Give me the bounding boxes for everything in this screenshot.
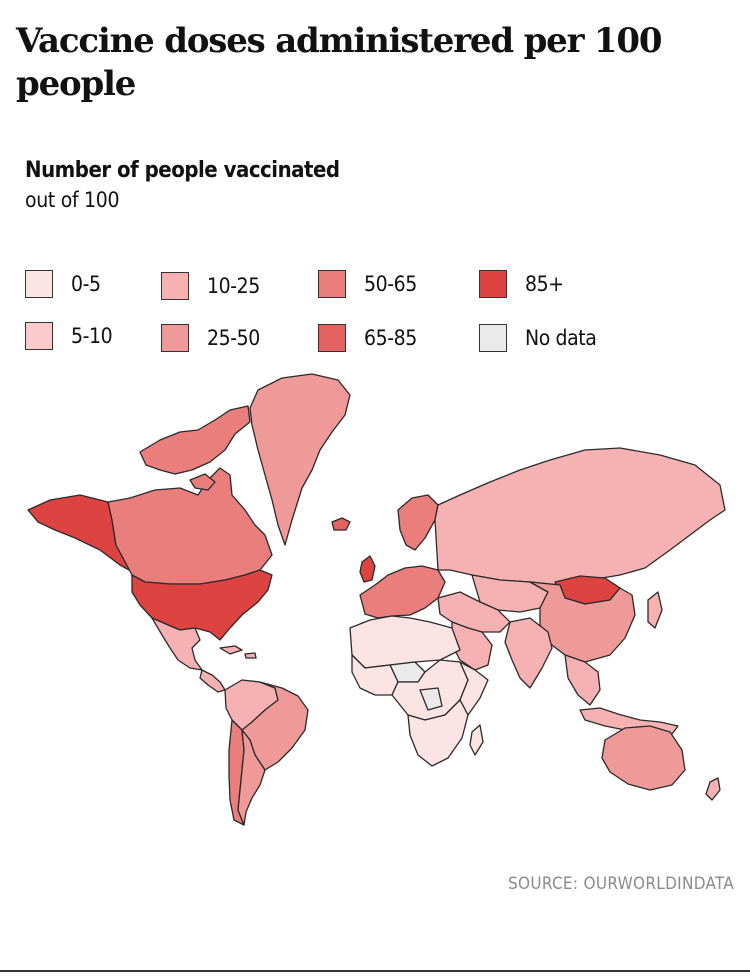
bottom-divider: [0, 970, 750, 972]
legend-label: No data: [525, 326, 597, 350]
legend-label: 10-25: [207, 274, 260, 298]
legend-item: 65-85: [318, 322, 417, 354]
legend-title: Number of people vaccinated: [25, 158, 340, 183]
legend-label: 5-10: [71, 324, 113, 348]
legend-subtitle: out of 100: [25, 188, 120, 212]
legend-swatch: [318, 270, 346, 298]
legend-swatch: [25, 322, 53, 350]
chart-title: Vaccine doses administered per 100 peopl…: [16, 21, 662, 104]
region-scandinavia: [397, 494, 439, 551]
region-united-kingdom: [359, 555, 376, 583]
region-mexico: [151, 617, 203, 671]
legend-swatch: [318, 324, 346, 352]
region-china: [529, 581, 636, 663]
region-southeast-asia: [564, 654, 601, 706]
region-caribbean: [219, 645, 257, 659]
legend-label: 0-5: [71, 272, 101, 296]
legend-item: 85+: [479, 268, 564, 300]
region-india: [504, 617, 553, 689]
legend-label: 50-65: [364, 272, 417, 296]
source-credit: SOURCE: OURWORLDINDATA: [508, 874, 734, 894]
world-map: [27, 373, 726, 826]
legend-swatch: [25, 270, 53, 298]
region-iceland: [331, 517, 351, 531]
region-argentina: [237, 729, 266, 826]
legend-swatch: [161, 272, 189, 300]
region-australia: [601, 725, 686, 791]
region-middle-east: [437, 591, 511, 633]
legend-swatch: [161, 324, 189, 352]
region-greenland: [249, 373, 351, 546]
legend-label: 25-50: [207, 326, 260, 350]
legend-item: 10-25: [161, 270, 260, 302]
region-japan: [647, 591, 663, 629]
legend-header: Number of people vaccinated out of 100: [25, 156, 355, 215]
region-east-africa: [459, 661, 489, 716]
region-new-zealand: [705, 777, 721, 801]
region-southern-africa: [407, 699, 469, 767]
region-central-america: [199, 669, 226, 693]
legend-item: 50-65: [318, 268, 417, 300]
legend-swatch: [479, 324, 507, 352]
region-canada-islands: [139, 405, 251, 491]
legend-item: 25-50: [161, 322, 260, 354]
legend: 0-5 5-10 10-25 25-50 50-65 65-85 85+ No …: [25, 268, 665, 358]
legend-item: 0-5: [25, 268, 101, 300]
region-canada: [107, 467, 273, 585]
legend-item: 5-10: [25, 320, 113, 352]
region-congo-basin: [419, 687, 443, 711]
region-madagascar: [469, 724, 484, 756]
legend-item: No data: [479, 322, 597, 354]
legend-label: 65-85: [364, 326, 417, 350]
region-russia: [434, 447, 726, 586]
legend-label: 85+: [525, 272, 564, 296]
legend-swatch: [479, 270, 507, 298]
